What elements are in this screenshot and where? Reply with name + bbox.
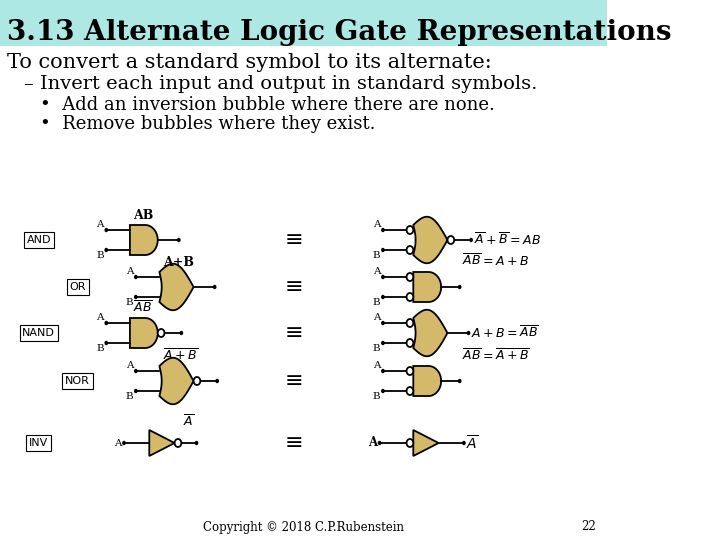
Text: B: B <box>96 251 104 260</box>
Circle shape <box>158 329 164 337</box>
Circle shape <box>104 321 108 325</box>
Circle shape <box>381 248 384 252</box>
Circle shape <box>469 238 473 242</box>
Text: B: B <box>373 392 380 401</box>
Circle shape <box>179 331 183 335</box>
Text: B: B <box>126 298 133 307</box>
Text: B: B <box>126 392 133 401</box>
Text: $\overline{AB}$: $\overline{AB}$ <box>133 300 153 315</box>
Circle shape <box>462 441 466 445</box>
Text: ≡: ≡ <box>284 277 303 297</box>
Text: •  Remove bubbles where they exist.: • Remove bubbles where they exist. <box>40 115 376 133</box>
Polygon shape <box>413 366 441 396</box>
Text: $\overline{AB}=\overline{A+B}$: $\overline{AB}=\overline{A+B}$ <box>462 348 530 363</box>
Text: $\overline{A+B}$: $\overline{A+B}$ <box>163 348 198 363</box>
Polygon shape <box>130 318 158 348</box>
Circle shape <box>134 389 138 393</box>
Text: $A+B=\overline{AB}$: $A+B=\overline{AB}$ <box>471 325 539 341</box>
Circle shape <box>407 319 413 327</box>
Text: OR: OR <box>69 282 86 292</box>
Text: AND: AND <box>27 235 51 245</box>
Circle shape <box>407 387 413 395</box>
Text: B: B <box>96 344 104 353</box>
Text: A: A <box>126 267 133 276</box>
Text: NAND: NAND <box>22 328 55 338</box>
Polygon shape <box>159 264 194 310</box>
Circle shape <box>122 441 126 445</box>
Text: $\overline{A}+\overline{B}=AB$: $\overline{A}+\overline{B}=AB$ <box>474 232 541 248</box>
Text: $\overline{A}$: $\overline{A}$ <box>183 414 194 429</box>
Text: A: A <box>96 220 104 229</box>
Polygon shape <box>159 358 194 404</box>
Circle shape <box>215 379 219 383</box>
Circle shape <box>467 331 470 335</box>
Text: ≡: ≡ <box>284 323 303 343</box>
Text: – Invert each input and output in standard symbols.: – Invert each input and output in standa… <box>24 75 537 93</box>
Text: $\overline{A}$: $\overline{A}$ <box>467 434 479 452</box>
Circle shape <box>407 293 413 301</box>
Text: A: A <box>96 313 104 322</box>
Text: A: A <box>373 267 380 276</box>
Circle shape <box>134 275 138 279</box>
Circle shape <box>194 441 199 445</box>
Circle shape <box>407 339 413 347</box>
Text: A: A <box>373 313 380 322</box>
Text: B: B <box>373 251 380 260</box>
Text: A: A <box>373 220 380 229</box>
Text: A: A <box>368 436 377 449</box>
Text: B: B <box>373 344 380 353</box>
Text: To convert a standard symbol to its alternate:: To convert a standard symbol to its alte… <box>6 52 492 71</box>
FancyBboxPatch shape <box>0 0 607 46</box>
Polygon shape <box>149 430 174 456</box>
Circle shape <box>381 228 384 232</box>
Circle shape <box>381 321 384 325</box>
Text: B: B <box>373 298 380 307</box>
Circle shape <box>407 273 413 281</box>
Text: $\overline{AB}=A+B$: $\overline{AB}=A+B$ <box>462 253 529 269</box>
Text: 22: 22 <box>581 521 595 534</box>
Circle shape <box>381 275 384 279</box>
Circle shape <box>378 441 382 445</box>
Text: AB: AB <box>133 209 153 222</box>
Circle shape <box>381 295 384 299</box>
Polygon shape <box>130 225 158 255</box>
Circle shape <box>213 285 217 289</box>
Text: A+B: A+B <box>163 256 194 269</box>
Text: A: A <box>114 438 122 448</box>
Circle shape <box>104 248 108 252</box>
Circle shape <box>407 367 413 375</box>
Circle shape <box>381 341 384 345</box>
Circle shape <box>177 238 181 242</box>
Circle shape <box>407 439 413 447</box>
Text: A: A <box>126 361 133 370</box>
Polygon shape <box>413 217 447 263</box>
Text: NOR: NOR <box>66 376 90 386</box>
Text: INV: INV <box>30 438 48 448</box>
Circle shape <box>447 236 454 244</box>
Text: 3.13 Alternate Logic Gate Representations: 3.13 Alternate Logic Gate Representation… <box>6 19 671 46</box>
Circle shape <box>104 341 108 345</box>
Circle shape <box>381 389 384 393</box>
Circle shape <box>381 369 384 373</box>
Circle shape <box>458 379 462 383</box>
Text: ≡: ≡ <box>284 371 303 391</box>
Circle shape <box>174 439 181 447</box>
Text: Copyright © 2018 C.P.Rubenstein: Copyright © 2018 C.P.Rubenstein <box>203 521 404 534</box>
Circle shape <box>104 228 108 232</box>
Circle shape <box>407 246 413 254</box>
Polygon shape <box>413 272 441 302</box>
Circle shape <box>407 226 413 234</box>
Text: ≡: ≡ <box>284 433 303 453</box>
Circle shape <box>458 285 462 289</box>
Circle shape <box>194 377 200 385</box>
Polygon shape <box>413 310 447 356</box>
Circle shape <box>134 295 138 299</box>
Polygon shape <box>413 430 438 456</box>
Text: ≡: ≡ <box>284 230 303 250</box>
Text: •  Add an inversion bubble where there are none.: • Add an inversion bubble where there ar… <box>40 96 495 114</box>
Text: A: A <box>373 361 380 370</box>
Circle shape <box>134 369 138 373</box>
